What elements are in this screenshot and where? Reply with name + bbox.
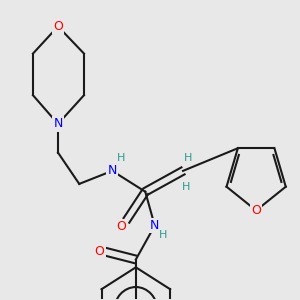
Text: O: O xyxy=(94,245,104,258)
Text: O: O xyxy=(53,20,63,33)
Text: O: O xyxy=(116,220,126,233)
Text: H: H xyxy=(184,153,192,163)
Text: H: H xyxy=(159,230,167,240)
Text: H: H xyxy=(182,182,190,191)
Text: N: N xyxy=(53,117,63,130)
Text: N: N xyxy=(108,164,117,177)
Text: N: N xyxy=(150,219,159,232)
Text: O: O xyxy=(251,204,261,217)
Text: H: H xyxy=(117,153,125,163)
